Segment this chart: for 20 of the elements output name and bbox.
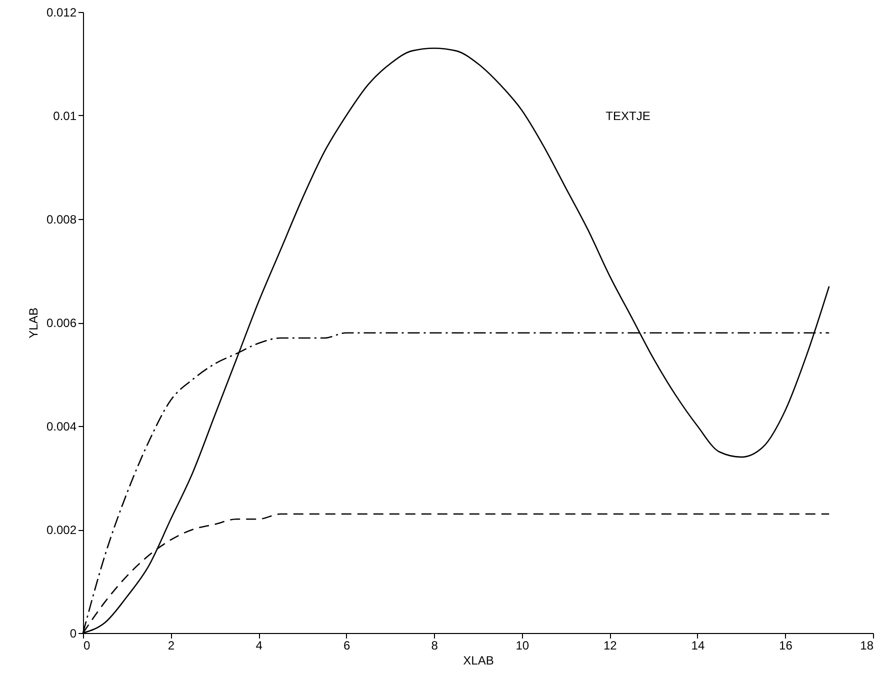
y-tick-label: 0.006 — [46, 316, 77, 330]
y-tick-label: 0.01 — [53, 109, 77, 123]
x-tick-label: 12 — [603, 638, 618, 652]
y-axis-title: YLAB — [26, 308, 40, 338]
x-tick-label: 6 — [343, 638, 350, 652]
x-tick-label: 0 — [84, 638, 90, 652]
y-tick-label: 0.002 — [46, 523, 77, 537]
x-tick-label: 16 — [779, 638, 793, 652]
y-tick-label: 0.004 — [46, 420, 77, 434]
x-tick-label: 10 — [516, 638, 530, 652]
x-tick-label: 8 — [431, 638, 438, 652]
annotation: TEXTJE — [606, 109, 650, 123]
y-tick-label: 0 — [70, 626, 77, 640]
x-tick-label: 18 — [860, 638, 874, 652]
y-tick-label: 0.012 — [46, 6, 77, 20]
x-tick-label: 14 — [691, 638, 705, 652]
y-tick-label: 0.008 — [46, 212, 77, 226]
x-tick-label: 2 — [168, 638, 175, 652]
x-tick-label: 4 — [256, 638, 263, 652]
x-axis-title: XLAB — [463, 654, 494, 668]
